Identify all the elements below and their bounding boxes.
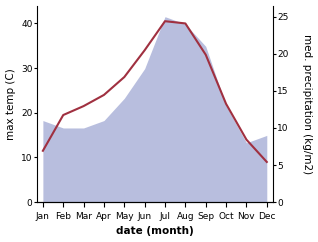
X-axis label: date (month): date (month) [116,227,194,236]
Y-axis label: med. precipitation (kg/m2): med. precipitation (kg/m2) [302,34,313,174]
Y-axis label: max temp (C): max temp (C) [5,68,16,140]
